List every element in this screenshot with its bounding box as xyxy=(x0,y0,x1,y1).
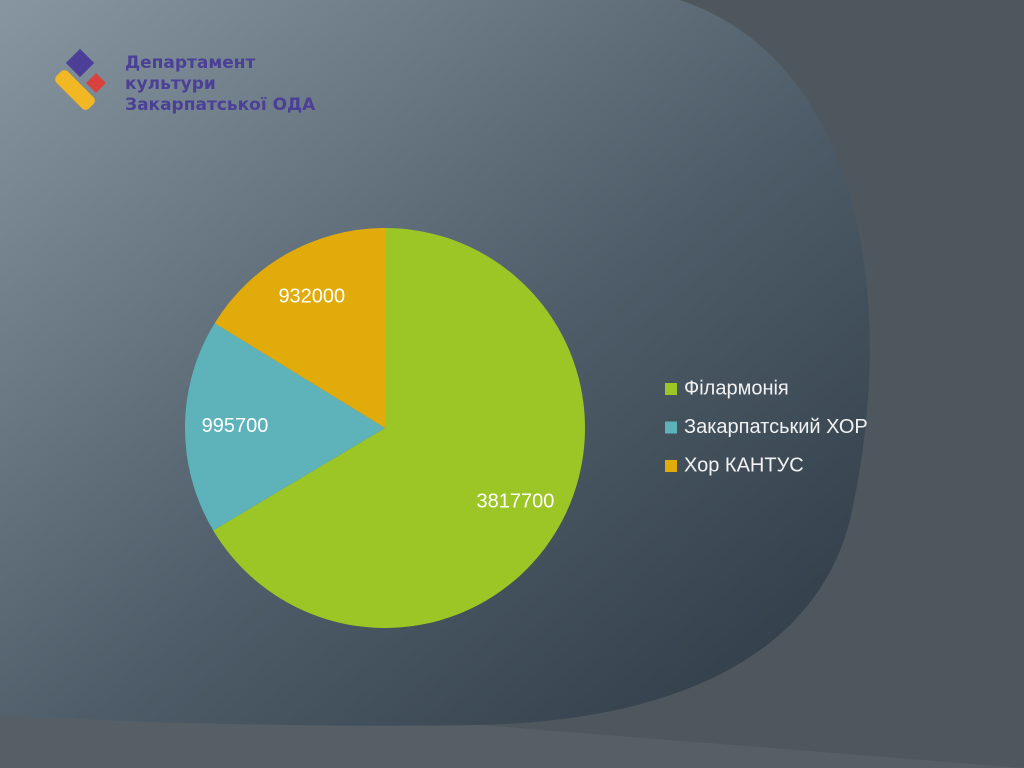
pie-slice xyxy=(213,228,585,629)
logo-line: культури xyxy=(125,74,216,94)
logo-diamond xyxy=(65,48,95,78)
legend: Філармонія Закарпатський ХОР Хор КАНТУС xyxy=(665,377,868,476)
pie-slice xyxy=(214,228,385,428)
logo-icon xyxy=(55,48,106,110)
legend-label: Закарпатський ХОР xyxy=(684,416,868,438)
logo-line: Департамент xyxy=(125,53,256,73)
value-label: 995700 xyxy=(202,415,269,437)
logo-diamond xyxy=(86,73,106,93)
logo-line: Закарпатської ОДА xyxy=(125,95,316,115)
legend-swatch xyxy=(665,421,677,434)
legend-label: Філармонія xyxy=(684,377,789,399)
value-label: 932000 xyxy=(278,285,345,307)
background-shape xyxy=(480,0,1024,768)
logo-bar xyxy=(55,70,95,110)
legend-swatch xyxy=(665,383,677,395)
value-label: 3817700 xyxy=(476,490,554,512)
pie-chart: 3817700 995700 932000 xyxy=(185,228,585,629)
legend-swatch xyxy=(665,460,677,472)
legend-label: Хор КАНТУС xyxy=(684,454,804,476)
pie-slice xyxy=(185,323,385,531)
